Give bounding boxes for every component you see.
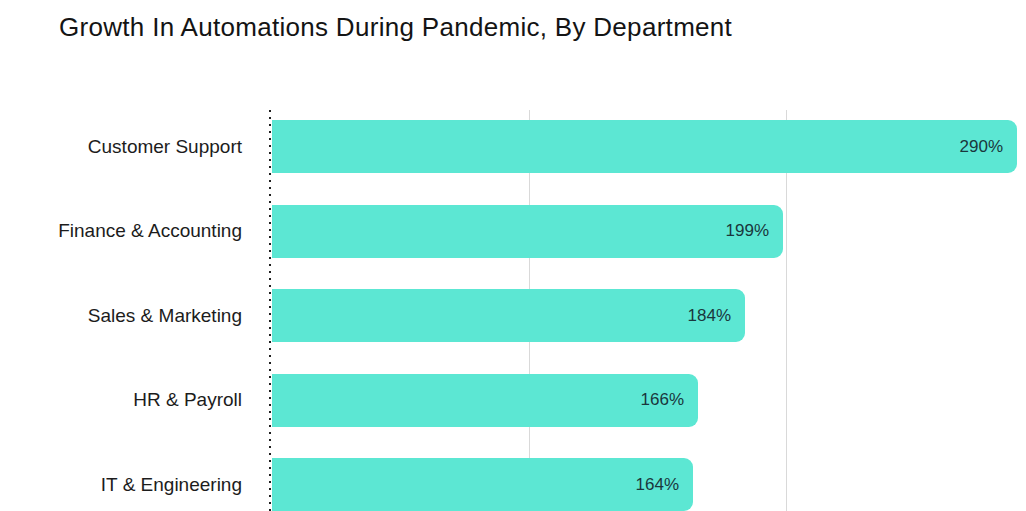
- bar-row: Customer Support 290%: [0, 120, 1026, 173]
- bar: 184%: [272, 289, 745, 342]
- plot-area: Customer Support 290% Finance & Accounting…: [0, 0, 1026, 511]
- category-label: Finance & Accounting: [0, 205, 242, 258]
- value-label: 199%: [726, 221, 769, 241]
- value-label: 166%: [641, 390, 684, 410]
- chart-canvas: Growth In Automations During Pandemic, B…: [0, 0, 1026, 511]
- category-label: IT & Engineering: [0, 458, 242, 511]
- category-label: Sales & Marketing: [0, 289, 242, 342]
- value-label: 184%: [688, 306, 731, 326]
- category-label: Customer Support: [0, 120, 242, 173]
- bar: 166%: [272, 374, 698, 427]
- category-label: HR & Payroll: [0, 374, 242, 427]
- bar: 199%: [272, 205, 783, 258]
- bar-row: HR & Payroll 166%: [0, 374, 1026, 427]
- value-label: 290%: [960, 137, 1003, 157]
- bar: 164%: [272, 458, 693, 511]
- bar-row: Finance & Accounting 199%: [0, 205, 1026, 258]
- bar-row: IT & Engineering 164%: [0, 458, 1026, 511]
- value-label: 164%: [636, 475, 679, 495]
- bar-row: Sales & Marketing 184%: [0, 289, 1026, 342]
- bar: 290%: [272, 120, 1017, 173]
